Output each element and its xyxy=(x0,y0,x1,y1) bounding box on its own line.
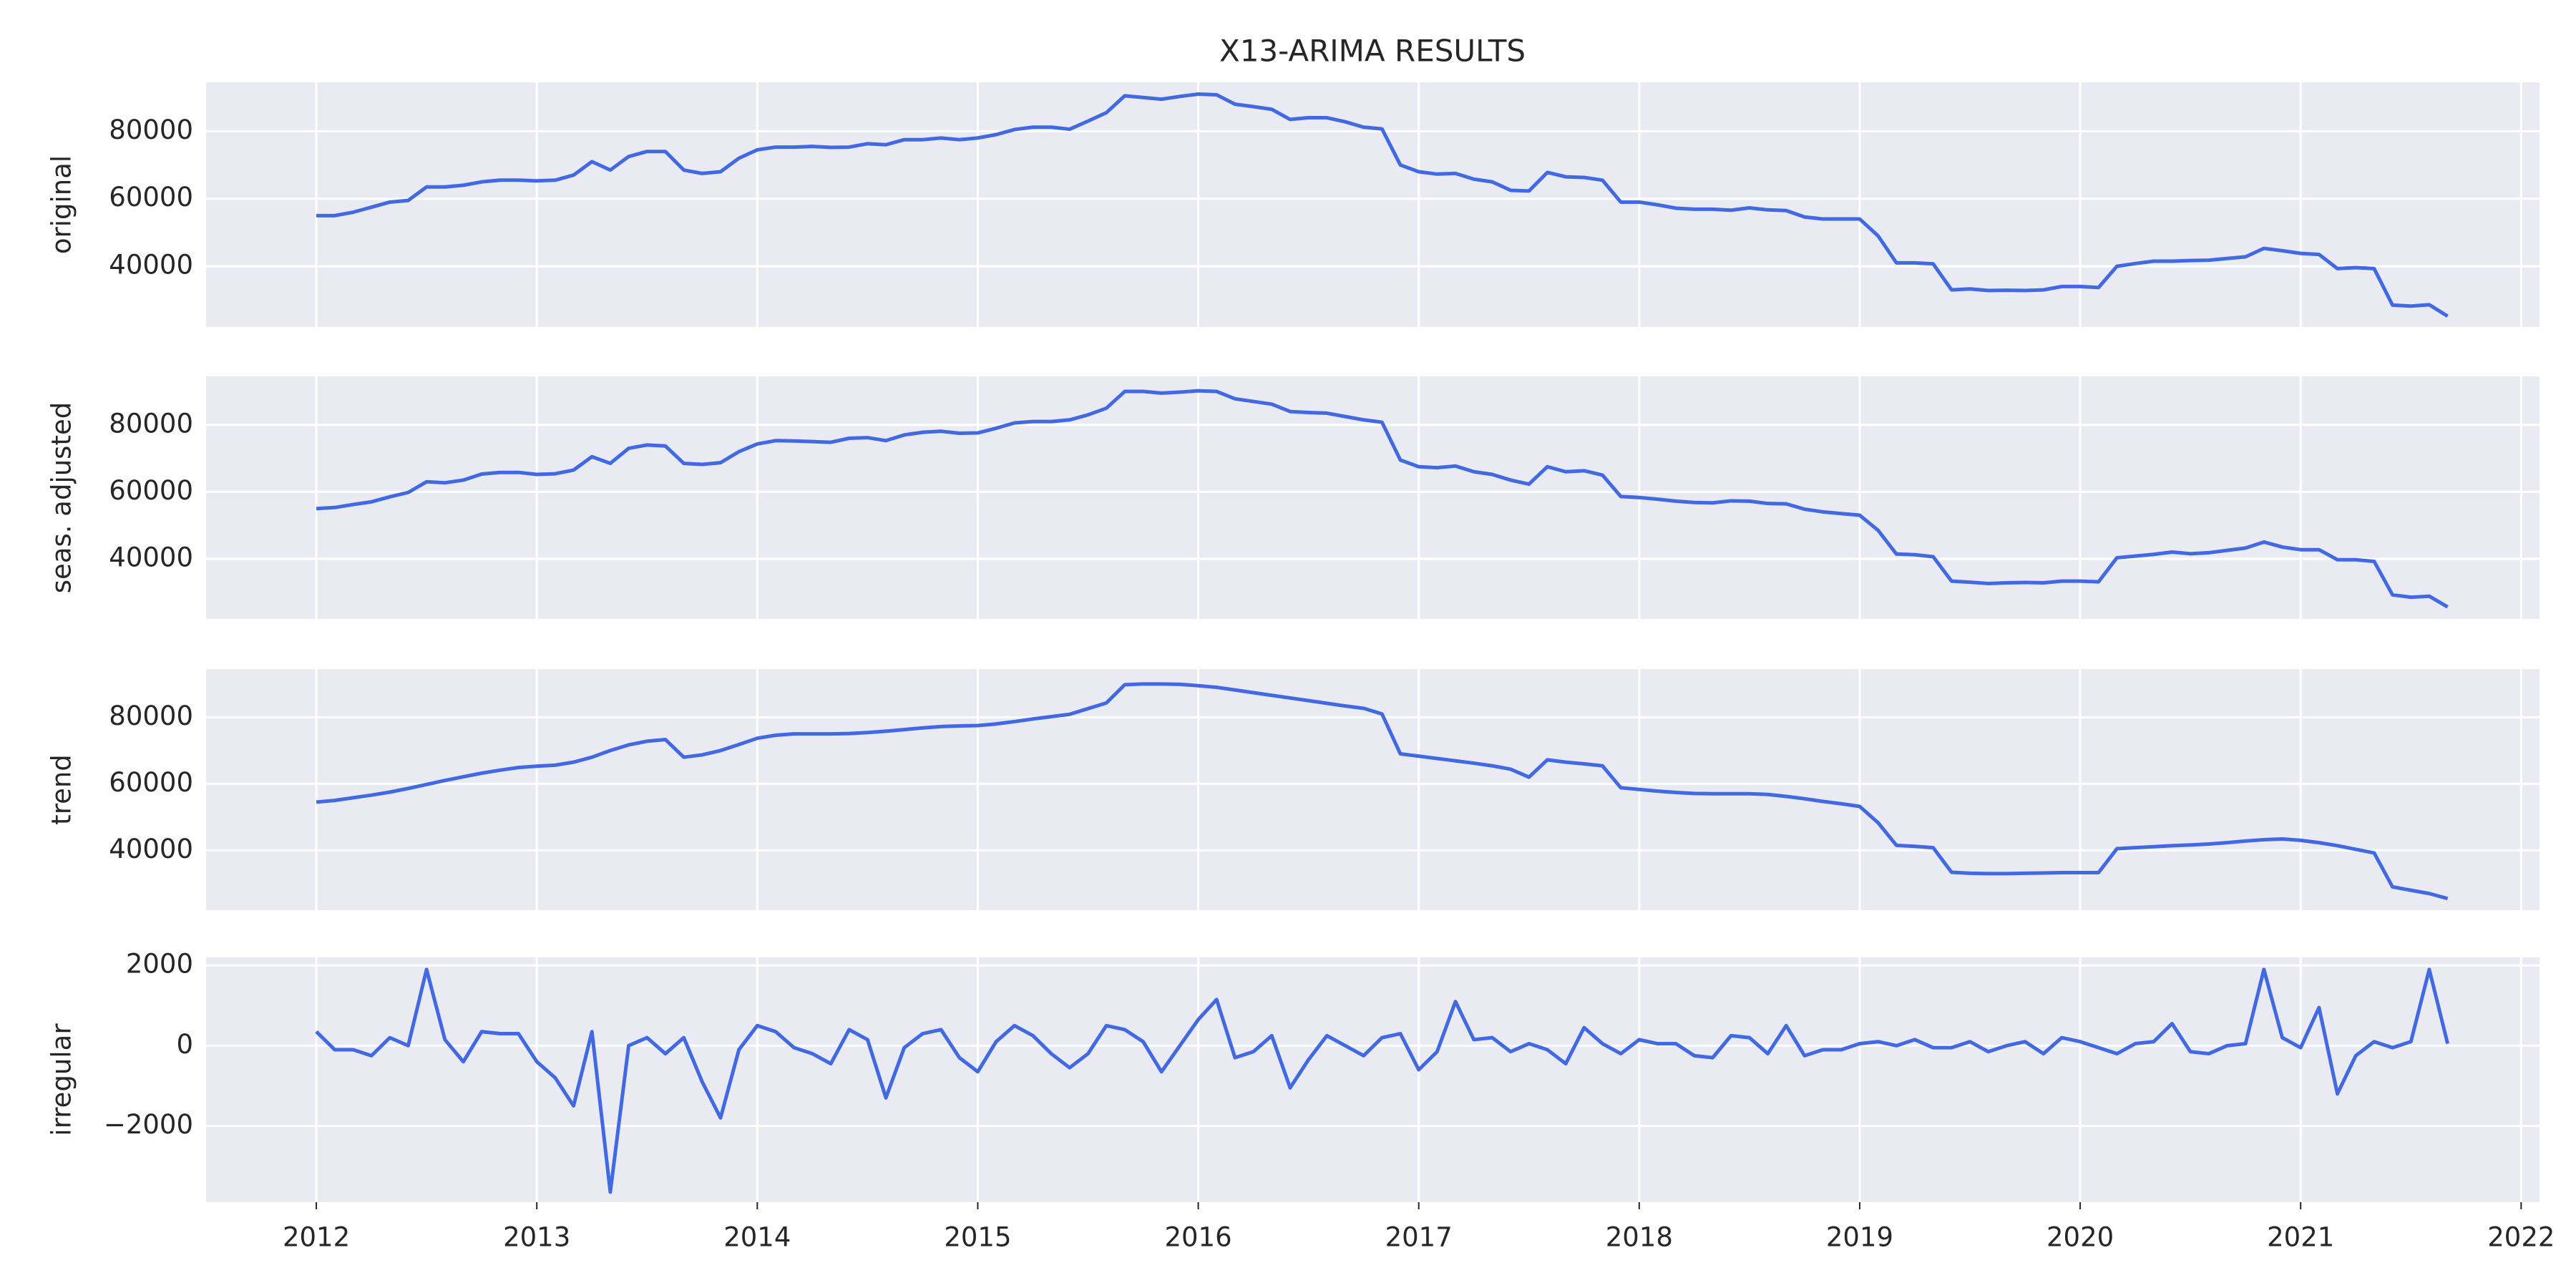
x-tick-label: 2013 xyxy=(503,1222,570,1253)
x-tick-label: 2012 xyxy=(283,1222,350,1253)
chart-title: X13-ARIMA RESULTS xyxy=(1219,34,1526,69)
x-tick-label: 2015 xyxy=(944,1222,1011,1253)
y-tick-label: 40000 xyxy=(109,542,193,572)
y-tick-label: 40000 xyxy=(109,834,193,864)
x-tick-label: 2022 xyxy=(2487,1222,2555,1253)
y-tick-label: 80000 xyxy=(109,408,193,439)
y-axis-label: original xyxy=(47,155,77,254)
y-tick-label: 0 xyxy=(176,1029,193,1060)
y-tick-label: 80000 xyxy=(109,114,193,145)
y-tick-label: 80000 xyxy=(109,701,193,731)
y-tick-label: 60000 xyxy=(109,475,193,506)
x-tick-label: 2014 xyxy=(723,1222,791,1253)
x-tick-label: 2017 xyxy=(1385,1222,1453,1253)
data-line xyxy=(316,682,2449,901)
data-line xyxy=(316,92,2449,318)
y-tick-label: 60000 xyxy=(109,182,193,213)
y-tick-label: 2000 xyxy=(126,949,193,980)
x-tick-label: 2016 xyxy=(1164,1222,1231,1253)
data-line xyxy=(315,967,2450,1194)
data-line xyxy=(316,389,2449,609)
x-tick-label: 2018 xyxy=(1606,1222,1673,1253)
panel-background xyxy=(206,669,2540,910)
y-tick-label: 40000 xyxy=(109,250,193,280)
y-axis-label: seas. adjusted xyxy=(47,402,77,593)
y-tick-label: 60000 xyxy=(109,767,193,798)
panel-background xyxy=(206,957,2540,1202)
y-tick-label: −2000 xyxy=(104,1109,193,1140)
panel-background xyxy=(206,376,2540,619)
x-tick-label: 2020 xyxy=(2046,1222,2114,1253)
y-axis-label: trend xyxy=(47,754,77,825)
y-axis-label: irregular xyxy=(47,1023,77,1136)
panel-background xyxy=(206,82,2540,327)
x-tick-label: 2019 xyxy=(1826,1222,1893,1253)
x-tick-label: 2021 xyxy=(2267,1222,2334,1253)
